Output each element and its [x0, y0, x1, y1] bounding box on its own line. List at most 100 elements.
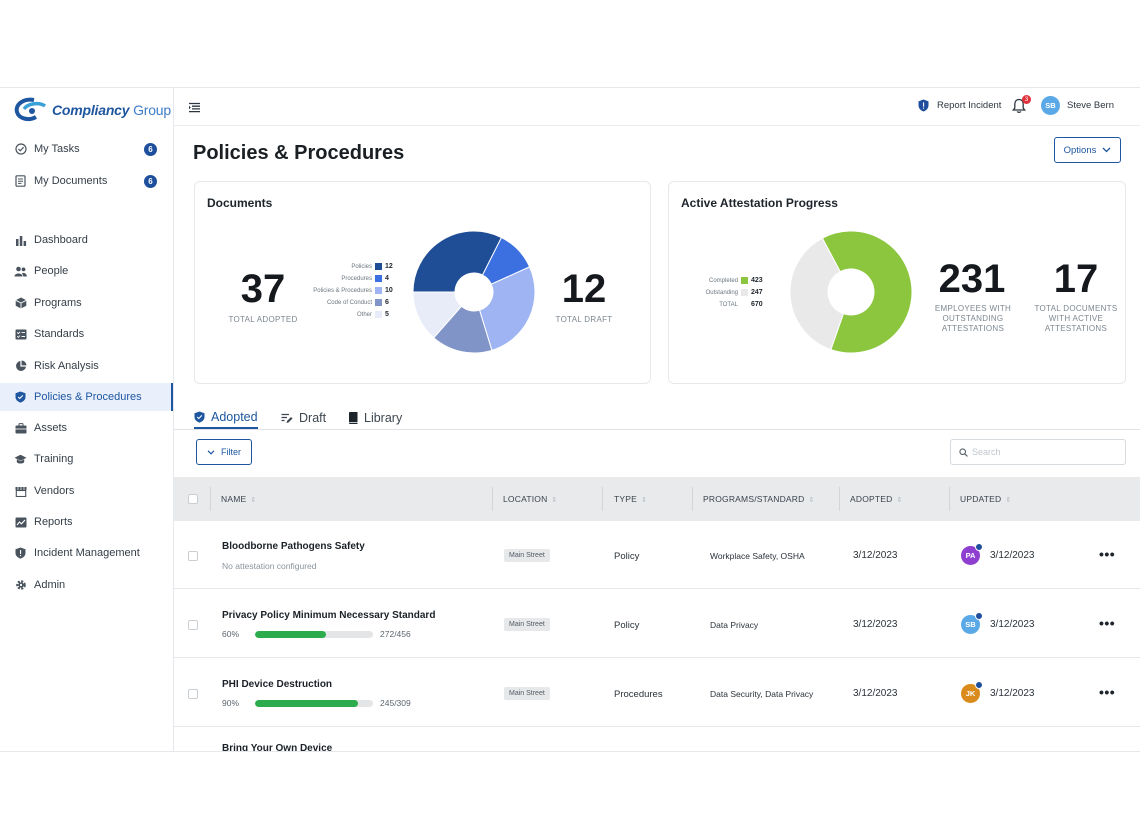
column-header-updated[interactable]: UPDATED ⇕ — [960, 494, 1012, 504]
sidebar-item-people[interactable]: People — [0, 257, 173, 285]
logo[interactable]: Compliancy Group — [14, 96, 171, 124]
more-actions-icon[interactable]: ••• — [1099, 546, 1116, 562]
sidebar-item-reports[interactable]: Reports — [0, 508, 173, 536]
legend-value: 670 — [751, 301, 763, 308]
location-chip: Main Street — [504, 618, 550, 631]
legend-value: 423 — [751, 277, 763, 284]
page-title: Policies & Procedures — [193, 142, 405, 164]
progress-percent: 60% — [222, 629, 240, 639]
report-incident-button[interactable]: Report Incident — [918, 99, 1001, 112]
tasks-count-badge: 6 — [144, 142, 157, 156]
policy-name[interactable]: PHI Device Destruction — [222, 679, 333, 690]
user-menu[interactable]: SB Steve Bern — [1041, 96, 1114, 115]
sidebar-item-vendors[interactable]: Vendors — [0, 477, 173, 505]
sidebar-item-label: My Tasks — [34, 143, 80, 155]
column-header-programs[interactable]: PROGRAMS/STANDARD ⇕ — [703, 494, 815, 504]
search-box — [950, 439, 1126, 465]
sidebar-item-standards[interactable]: Standards — [0, 320, 173, 348]
legend-swatch — [375, 287, 382, 294]
avatar: SB — [1041, 96, 1060, 115]
progress-bar — [255, 699, 374, 707]
documents-slice-4 — [412, 291, 463, 339]
legend-value: 5 — [385, 311, 389, 318]
legend-label: Policies & Procedures — [313, 287, 372, 294]
sidebar-item-policies-procedures[interactable]: Policies & Procedures — [0, 383, 173, 411]
legend-item: TOTAL 670 — [687, 301, 767, 308]
tab-adopted[interactable]: Adopted — [194, 407, 258, 429]
sort-icon: ⇕ — [641, 497, 648, 504]
notifications-button[interactable]: 3 — [1012, 95, 1031, 116]
sidebar-item-my-tasks[interactable]: My Tasks 6 — [0, 135, 173, 163]
app-frame: Compliancy Group My Tasks 6 My Documents… — [0, 87, 1140, 752]
row-checkbox[interactable] — [188, 620, 198, 630]
sidebar-item-dashboard[interactable]: Dashboard — [0, 226, 173, 254]
legend-value: 6 — [385, 299, 389, 306]
sidebar-item-risk-analysis[interactable]: Risk Analysis — [0, 352, 173, 380]
sidebar-item-label: Training — [34, 453, 74, 465]
updated-cell: JK 3/12/2023 — [961, 681, 1035, 703]
search-icon — [959, 447, 968, 457]
table-row[interactable]: Bring Your Own Device — [174, 728, 1140, 752]
sort-icon: ⇕ — [551, 497, 558, 504]
sidebar-item-my-documents[interactable]: My Documents 6 — [0, 167, 173, 195]
sidebar-item-incident-management[interactable]: Incident Management — [0, 539, 173, 567]
legend-label: Policies — [351, 263, 372, 270]
documents-slice-0 — [412, 230, 503, 293]
sidebar-item-label: Admin — [34, 579, 66, 591]
legend-label: Code of Conduct — [326, 299, 372, 306]
tab-library[interactable]: Library — [348, 407, 402, 429]
options-button[interactable]: Options — [1054, 137, 1121, 163]
tab-label: Draft — [299, 411, 327, 425]
shield-icon — [918, 99, 929, 112]
document-icon — [14, 175, 27, 188]
search-input[interactable] — [972, 447, 1122, 457]
legend-swatch — [375, 263, 382, 270]
table-row[interactable]: Bloodborne Pathogens Safety No attestati… — [174, 521, 1140, 589]
menu-toggle-icon[interactable] — [188, 100, 201, 118]
legend-label: Completed — [708, 277, 738, 284]
column-header-name[interactable]: NAME ⇕ — [221, 494, 257, 504]
filter-button[interactable]: Filter — [196, 439, 252, 465]
graduation-cap-icon — [14, 453, 27, 466]
more-actions-icon[interactable]: ••• — [1099, 615, 1116, 631]
attestation-slice-1 — [789, 237, 845, 351]
updated-date: 3/12/2023 — [990, 550, 1035, 561]
chevron-down-icon — [207, 449, 215, 455]
column-header-type[interactable]: TYPE ⇕ — [614, 494, 648, 504]
documents-slice-2 — [478, 266, 536, 351]
column-header-location[interactable]: LOCATION ⇕ — [503, 494, 558, 504]
logo-brand: Compliancy — [52, 102, 130, 118]
table-row[interactable]: PHI Device Destruction 90% 245/309 Main … — [174, 659, 1140, 727]
programs-cell: Data Security, Data Privacy — [710, 689, 814, 699]
row-checkbox[interactable] — [188, 551, 198, 561]
avatar: PA — [961, 543, 983, 565]
sidebar-item-training[interactable]: Training — [0, 445, 173, 473]
more-actions-icon[interactable]: ••• — [1099, 684, 1116, 700]
tab-draft[interactable]: Draft — [281, 407, 326, 429]
column-header-adopted[interactable]: ADOPTED ⇕ — [850, 494, 903, 504]
active-documents-number: 17 — [1053, 257, 1099, 301]
attestation-slice-0 — [821, 230, 913, 354]
legend-item: Outstanding 247 — [687, 289, 767, 296]
tab-label: Library — [364, 411, 403, 425]
legend-item: Procedures 4 — [291, 275, 395, 282]
policy-name[interactable]: Bring Your Own Device — [222, 743, 333, 752]
sidebar-item-admin[interactable]: Admin — [0, 571, 173, 599]
policy-name[interactable]: Privacy Policy Minimum Necessary Standar… — [222, 610, 436, 621]
select-all-checkbox[interactable] — [188, 494, 198, 504]
total-draft-number: 12 — [561, 267, 607, 311]
progress-percent: 90% — [222, 698, 240, 708]
verified-icon — [975, 681, 983, 689]
table-row[interactable]: Privacy Policy Minimum Necessary Standar… — [174, 590, 1140, 658]
sidebar-item-label: Incident Management — [34, 547, 140, 559]
updated-date: 3/12/2023 — [990, 619, 1035, 630]
sidebar-item-programs[interactable]: Programs — [0, 289, 173, 317]
gear-icon — [14, 579, 27, 592]
adopted-date: 3/12/2023 — [853, 550, 898, 561]
legend-swatch — [375, 311, 382, 318]
row-checkbox[interactable] — [188, 689, 198, 699]
policy-name[interactable]: Bloodborne Pathogens Safety — [222, 541, 365, 552]
legend-item: Policies & Procedures 10 — [291, 287, 395, 294]
progress-count: 272/456 — [380, 629, 411, 639]
sidebar-item-assets[interactable]: Assets — [0, 414, 173, 442]
